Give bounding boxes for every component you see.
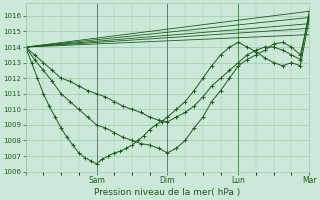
X-axis label: Pression niveau de la mer( hPa ): Pression niveau de la mer( hPa ) xyxy=(94,188,241,197)
